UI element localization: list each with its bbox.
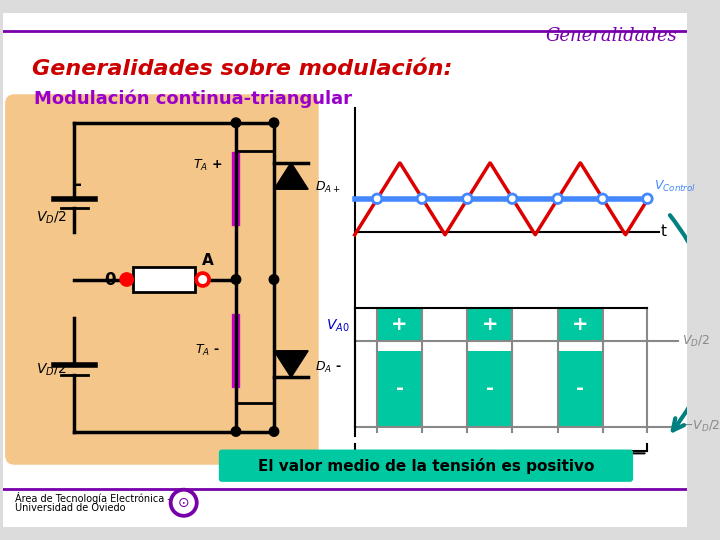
Text: $D_{A+}$: $D_{A+}$ bbox=[315, 180, 341, 195]
FancyBboxPatch shape bbox=[133, 267, 195, 292]
Text: $T_A$ +: $T_A$ + bbox=[193, 158, 222, 173]
Circle shape bbox=[169, 489, 198, 517]
Circle shape bbox=[463, 194, 472, 204]
Bar bbox=[558, 351, 603, 427]
Text: $V_D/2$: $V_D/2$ bbox=[36, 362, 67, 378]
Bar bbox=[377, 341, 422, 427]
Text: -: - bbox=[74, 175, 82, 194]
Text: +: + bbox=[572, 315, 588, 334]
FancyBboxPatch shape bbox=[219, 450, 633, 482]
Polygon shape bbox=[274, 351, 308, 377]
Circle shape bbox=[269, 275, 279, 284]
Text: t: t bbox=[661, 225, 667, 240]
Bar bbox=[377, 351, 422, 427]
Text: $D_{A}$ -: $D_{A}$ - bbox=[315, 360, 341, 375]
Bar bbox=[467, 308, 512, 341]
Circle shape bbox=[508, 194, 517, 204]
Text: Universidad de Oviedo: Universidad de Oviedo bbox=[14, 503, 125, 512]
Circle shape bbox=[372, 194, 382, 204]
Text: ⊙: ⊙ bbox=[178, 496, 189, 510]
Circle shape bbox=[269, 427, 279, 436]
Circle shape bbox=[231, 275, 240, 284]
Circle shape bbox=[269, 118, 279, 127]
Text: El valor medio de la tensión es positivo: El valor medio de la tensión es positivo bbox=[258, 458, 594, 474]
Text: $V_D/2$: $V_D/2$ bbox=[36, 210, 67, 226]
Text: $V_D/2$: $V_D/2$ bbox=[683, 334, 711, 349]
Text: -: - bbox=[486, 379, 494, 399]
FancyArrowPatch shape bbox=[670, 215, 714, 430]
Circle shape bbox=[231, 427, 240, 436]
Text: 0: 0 bbox=[104, 271, 115, 288]
Circle shape bbox=[199, 276, 207, 284]
Text: -: - bbox=[395, 379, 403, 399]
Text: Área de Tecnología Electrónica -: Área de Tecnología Electrónica - bbox=[14, 492, 171, 504]
Bar bbox=[558, 308, 603, 341]
Text: Modulación continua-triangular: Modulación continua-triangular bbox=[35, 90, 352, 108]
Text: $V_{Control}$: $V_{Control}$ bbox=[654, 179, 696, 194]
Bar bbox=[558, 341, 603, 427]
Circle shape bbox=[195, 272, 210, 287]
Text: Generalidades sobre modulación:: Generalidades sobre modulación: bbox=[32, 59, 452, 79]
Text: Generalidades: Generalidades bbox=[546, 27, 678, 45]
Circle shape bbox=[174, 492, 194, 513]
FancyBboxPatch shape bbox=[3, 14, 687, 526]
Text: $V_{A0}$: $V_{A0}$ bbox=[326, 318, 350, 334]
Circle shape bbox=[553, 194, 562, 204]
Circle shape bbox=[643, 194, 652, 204]
Circle shape bbox=[120, 273, 133, 286]
Text: A: A bbox=[202, 253, 213, 268]
Polygon shape bbox=[274, 163, 308, 189]
Bar bbox=[377, 308, 422, 341]
Bar bbox=[467, 341, 512, 427]
Text: -: - bbox=[576, 379, 584, 399]
Circle shape bbox=[598, 194, 608, 204]
Text: $-V_D/2$: $-V_D/2$ bbox=[683, 419, 720, 434]
Text: +: + bbox=[391, 315, 408, 334]
Circle shape bbox=[231, 118, 240, 127]
Text: $T_A$ -: $T_A$ - bbox=[195, 343, 220, 359]
FancyBboxPatch shape bbox=[5, 94, 319, 465]
Bar bbox=[467, 351, 512, 427]
Circle shape bbox=[417, 194, 427, 204]
Text: +: + bbox=[482, 315, 498, 334]
